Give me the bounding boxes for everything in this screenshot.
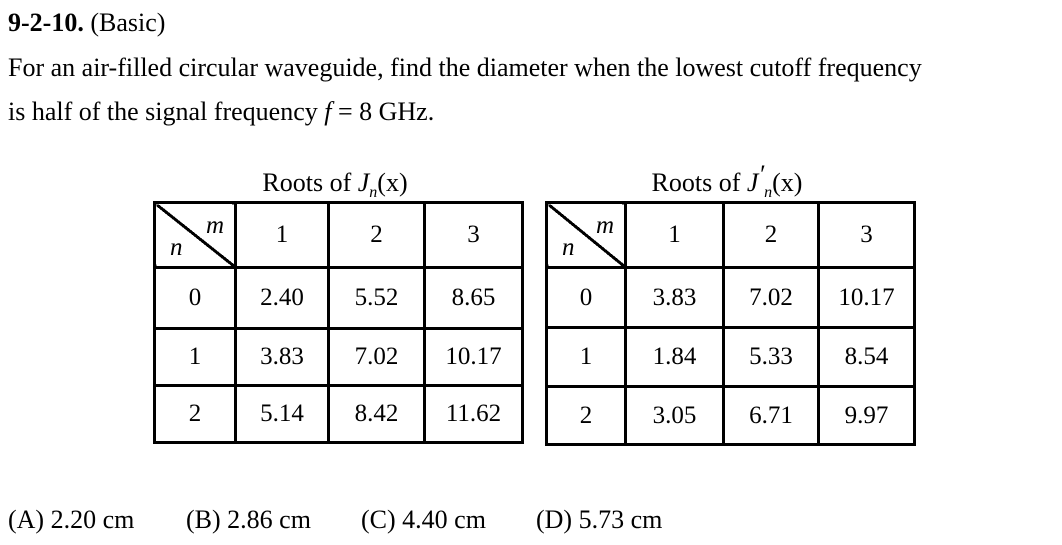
- text: is half of the signal frequency: [8, 97, 325, 126]
- cell: 8.65: [423, 266, 524, 330]
- m-label: m: [205, 212, 224, 239]
- cell: 5.33: [722, 326, 820, 388]
- cell: 9.97: [817, 385, 916, 446]
- cell: 2.40: [234, 266, 330, 330]
- cell: 6.71: [722, 385, 820, 446]
- col-header: 3: [423, 201, 524, 269]
- arg: (x): [377, 168, 408, 197]
- n-label: n: [170, 234, 183, 261]
- cell: 5.14: [234, 384, 330, 444]
- col-header: 2: [722, 201, 820, 269]
- table-row: 0 2.40 5.52 8.65: [153, 266, 524, 330]
- row-header: 1: [153, 327, 237, 387]
- var-f: f: [324, 97, 332, 126]
- row-header: 1: [545, 326, 627, 388]
- cell: 8.42: [327, 384, 426, 444]
- prime: ′: [758, 160, 765, 189]
- cell: 10.17: [423, 327, 524, 387]
- option-c: (C) 4.40 cm: [361, 505, 486, 534]
- cell: 5.52: [327, 266, 426, 330]
- col-header: 1: [624, 201, 725, 269]
- row-header: 0: [153, 266, 237, 330]
- option-b: (B) 2.86 cm: [186, 505, 311, 534]
- caption-text: Roots of: [262, 168, 358, 197]
- cell: 3.05: [624, 385, 725, 446]
- problem-text-2: is half of the signal frequency f = 8 GH…: [8, 97, 434, 127]
- cell: 7.02: [722, 266, 820, 329]
- problem-level: (Basic): [90, 8, 166, 37]
- cell: 7.02: [327, 327, 426, 387]
- col-header: 2: [327, 201, 426, 269]
- option-a: (A) 2.20 cm: [8, 505, 135, 534]
- cell: 11.62: [423, 384, 524, 444]
- cell: 8.54: [817, 326, 916, 388]
- col-header: 1: [234, 201, 330, 269]
- row-header: 2: [545, 385, 627, 446]
- table1-caption: Roots of Jn(x): [153, 168, 517, 202]
- problem-heading: 9-2-10. (Basic): [8, 8, 165, 38]
- sub: n: [764, 184, 773, 202]
- col-header: 3: [817, 201, 916, 269]
- cell: 10.17: [817, 266, 916, 329]
- row-header: 0: [545, 266, 627, 329]
- cell: 3.83: [624, 266, 725, 329]
- table-row: 2 3.05 6.71 9.97: [545, 385, 916, 446]
- table-row: 0 3.83 7.02 10.17: [545, 266, 916, 329]
- cell: 1.84: [624, 326, 725, 388]
- func: J: [746, 168, 759, 197]
- cell: 3.83: [234, 327, 330, 387]
- table2-caption: Roots of J′n(x): [545, 160, 909, 202]
- table-row: 2 5.14 8.42 11.62: [153, 384, 524, 444]
- row-header: 2: [153, 384, 237, 444]
- problem-number: 9-2-10.: [8, 8, 84, 37]
- sub: n: [369, 184, 378, 202]
- arg: (x): [772, 168, 803, 197]
- problem-text-1: For an air-filled circular waveguide, fi…: [8, 53, 922, 82]
- table-row: 1 1.84 5.33 8.54: [545, 326, 916, 388]
- text: = 8 GHz.: [331, 97, 435, 126]
- table-row: 1 3.83 7.02 10.17: [153, 327, 524, 387]
- n-label: n: [562, 234, 575, 261]
- m-label: m: [595, 212, 614, 239]
- func: J: [357, 168, 370, 197]
- caption-text: Roots of: [651, 168, 747, 197]
- option-d: (D) 5.73 cm: [536, 505, 663, 534]
